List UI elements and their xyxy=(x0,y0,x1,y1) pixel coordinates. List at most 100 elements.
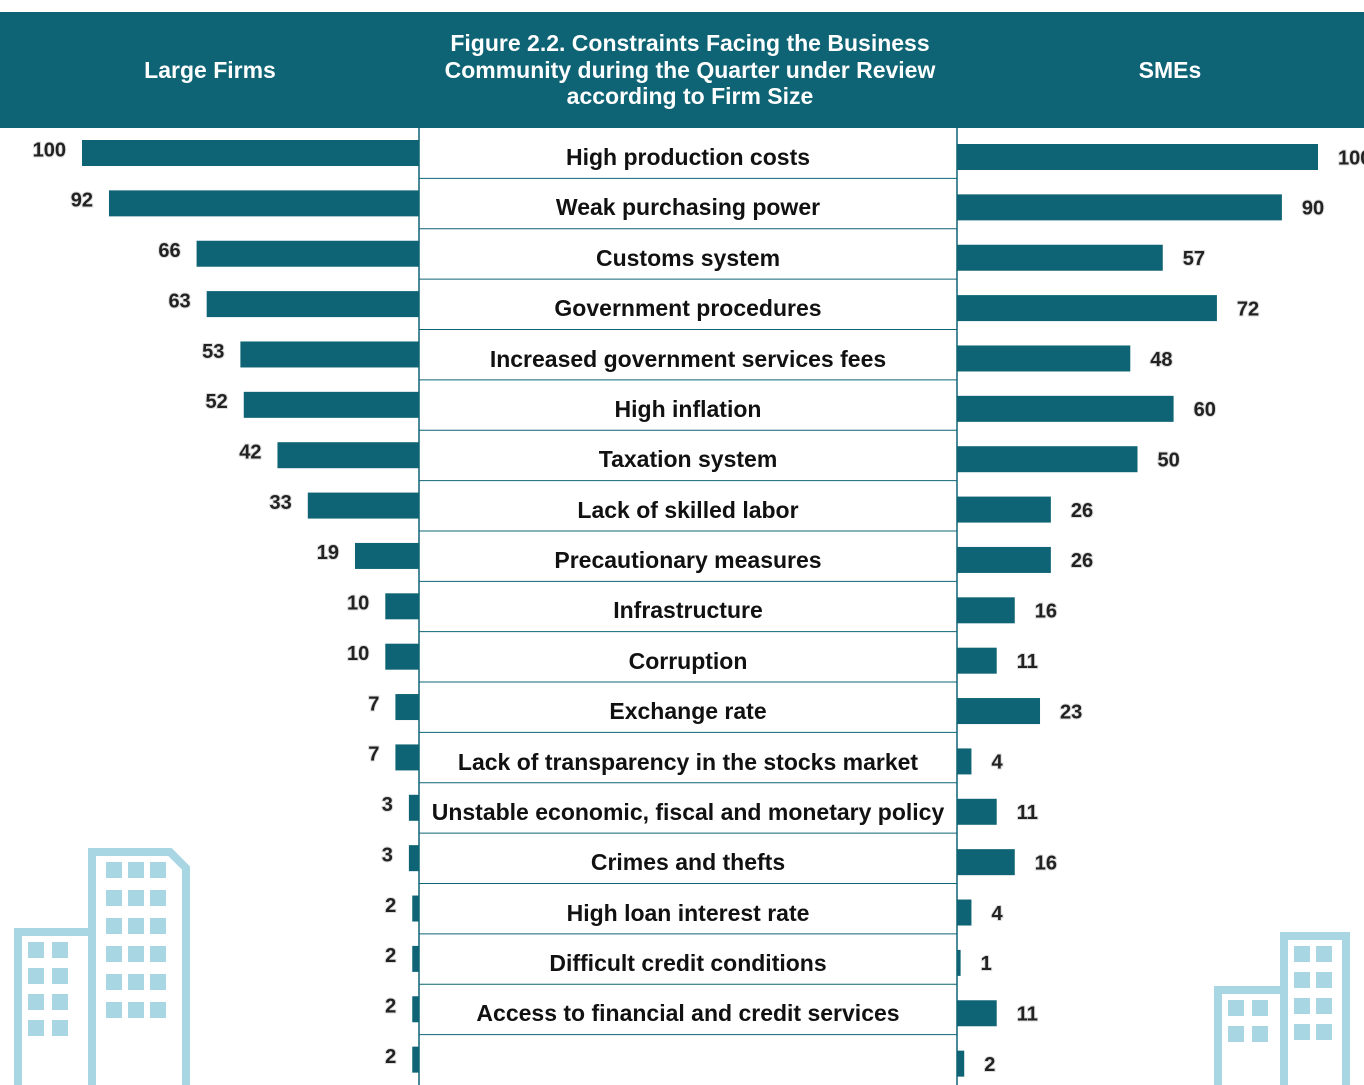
value-label: 33 xyxy=(270,492,292,514)
bar-right xyxy=(957,446,1138,473)
value-label: 3 xyxy=(382,794,393,816)
category-cell: Unstable economic, fiscal and monetary p… xyxy=(431,798,945,825)
bar-right xyxy=(957,194,1282,221)
category-label: High production costs xyxy=(565,144,811,171)
value-label: 26 xyxy=(1071,550,1093,572)
bar-left xyxy=(307,492,419,519)
value-label: 66 xyxy=(158,240,180,262)
bar-left xyxy=(243,391,419,418)
category-cell: Increased government services fees xyxy=(489,345,887,372)
category-cell: Customs system xyxy=(595,244,781,271)
category-cell: Lack of skilled labor xyxy=(577,498,798,522)
category-label: Corruption xyxy=(628,647,748,674)
value-label: 2 xyxy=(385,945,396,967)
value-label: 7 xyxy=(368,693,379,715)
category-label: High loan interest rate xyxy=(566,899,810,926)
value-label: 7 xyxy=(368,744,379,766)
bar-right xyxy=(957,295,1217,322)
bar-right xyxy=(957,849,1015,876)
category-label: Taxation system xyxy=(598,446,778,473)
bar-left xyxy=(395,694,419,721)
bar-left xyxy=(408,845,419,872)
bar-right xyxy=(957,144,1318,170)
building-left xyxy=(14,848,190,1085)
bar-left xyxy=(412,996,419,1023)
value-label: 60 xyxy=(1194,399,1216,421)
category-label: Customs system xyxy=(595,244,781,271)
value-label: 16 xyxy=(1035,852,1057,874)
value-label: 48 xyxy=(1150,349,1172,371)
category-label: Weak purchasing power xyxy=(555,194,821,221)
bar-left xyxy=(277,442,419,469)
legend-left: Large Firms xyxy=(144,56,276,83)
value-label: 2 xyxy=(385,996,396,1018)
category-cell: High production costs xyxy=(565,144,811,171)
building-right-windows xyxy=(1228,946,1332,1042)
value-label: 11 xyxy=(1017,651,1038,673)
category-cell: Access to financial and credit services xyxy=(476,1001,899,1025)
value-label: 10 xyxy=(347,593,369,615)
value-label: 52 xyxy=(206,391,228,413)
header-right: SMEs xyxy=(1138,56,1202,83)
value-label: 10 xyxy=(347,643,369,665)
value-label: 26 xyxy=(1071,500,1093,522)
category-cell: Weak purchasing power xyxy=(555,194,821,221)
value-label: 16 xyxy=(1035,601,1057,623)
bar-right xyxy=(957,899,972,926)
value-label: 4 xyxy=(991,903,1003,925)
value-label: 92 xyxy=(71,190,93,212)
bar-right xyxy=(957,698,1041,725)
bar-left xyxy=(196,240,419,267)
value-label: 90 xyxy=(1302,198,1324,220)
value-label: 50 xyxy=(1158,449,1180,471)
value-label: 53 xyxy=(202,341,224,363)
category-label: Unstable economic, fiscal and monetary p… xyxy=(431,798,945,825)
bar-right xyxy=(957,949,961,976)
header-band xyxy=(0,12,1364,128)
value-label: 100 xyxy=(1338,147,1364,169)
bar-right xyxy=(957,244,1163,271)
bar-left xyxy=(82,140,419,166)
bar-right xyxy=(957,748,972,775)
bar-left xyxy=(240,341,419,368)
category-label: Infrastructure xyxy=(613,597,763,624)
bar-right xyxy=(957,647,997,674)
category-label: Precautionary measures xyxy=(554,547,822,574)
bar-left xyxy=(108,190,420,217)
category-label: Lack of transparency in the stocks marke… xyxy=(457,748,919,775)
value-label: 4 xyxy=(991,752,1003,774)
bar-right xyxy=(957,1050,965,1077)
value-label: 19 xyxy=(317,542,339,564)
bar-left xyxy=(395,744,419,771)
bar-right xyxy=(957,345,1131,372)
value-label: 2 xyxy=(984,1054,995,1076)
category-cell: Taxation system xyxy=(598,446,778,473)
value-label: 11 xyxy=(1017,1004,1038,1026)
building-right xyxy=(1214,932,1350,1085)
category-label: Government procedures xyxy=(554,295,822,322)
value-label: 2 xyxy=(385,895,396,917)
category-cell: Crimes and thefts xyxy=(590,849,786,876)
value-label: 2 xyxy=(385,1046,396,1068)
category-label: Crimes and thefts xyxy=(590,849,786,876)
category-cell: Precautionary measures xyxy=(554,547,822,574)
value-label: 57 xyxy=(1183,248,1205,270)
category-label: Difficult credit conditions xyxy=(549,950,827,976)
legend-right: SMEs xyxy=(1138,56,1202,83)
bar-right xyxy=(957,798,997,825)
header-left: Large Firms xyxy=(144,56,276,83)
category-cell: Corruption xyxy=(628,647,748,674)
chart-title: Figure 2.2. Constraints Facing the Busin… xyxy=(444,30,936,110)
bar-left xyxy=(385,593,419,620)
category-cell: Lack of transparency in the stocks marke… xyxy=(457,748,919,775)
category-cell: High loan interest rate xyxy=(566,899,810,926)
bar-left xyxy=(412,1046,419,1073)
value-label: 63 xyxy=(168,290,190,312)
value-label: 72 xyxy=(1237,298,1259,320)
bar-left xyxy=(408,794,419,821)
category-label: Increased government services fees xyxy=(489,345,887,372)
value-label: 23 xyxy=(1060,701,1082,723)
category-label: High inflation xyxy=(614,395,762,422)
category-label: Exchange rate xyxy=(609,698,767,725)
